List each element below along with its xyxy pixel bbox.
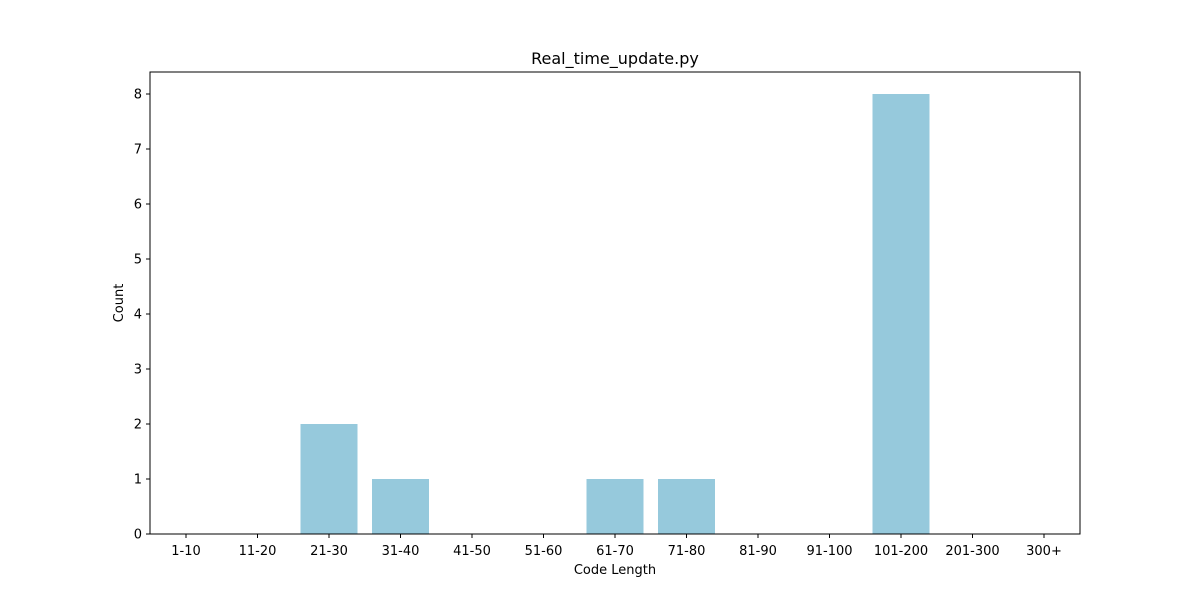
x-tick-label: 91-100 [806, 544, 852, 559]
x-axis-label: Code Length [574, 563, 656, 578]
bar-31-40 [372, 479, 429, 534]
x-tick-label: 71-80 [668, 544, 706, 559]
bar-101-200 [872, 94, 930, 534]
y-tick-label: 8 [134, 88, 142, 103]
x-tick-label: 21-30 [310, 544, 348, 559]
chart-title: Real_time_update.py [531, 49, 699, 69]
y-tick-label: 1 [134, 473, 142, 488]
y-tick-label: 7 [134, 143, 142, 158]
y-tick-label: 6 [134, 198, 142, 213]
x-tick-label: 101-200 [874, 544, 928, 559]
y-tick-label: 5 [134, 253, 142, 268]
x-axis: 1-10 11-20 21-30 31-40 41-50 51-60 61-70 71-80 8… [171, 534, 1062, 559]
x-tick-label: 61-70 [596, 544, 634, 559]
y-tick-label: 2 [134, 418, 142, 433]
x-tick-label: 31-40 [382, 544, 420, 559]
bar-71-80 [658, 479, 715, 534]
x-tick-label: 300+ [1026, 544, 1062, 559]
x-tick-label: 11-20 [239, 544, 277, 559]
y-axis: 0 1 2 3 4 5 6 7 8 [134, 88, 150, 543]
y-tick-label: 0 [134, 528, 142, 543]
x-tick-label: 41-50 [453, 544, 491, 559]
plot-frame [149, 71, 1081, 535]
x-tick-label: 51-60 [525, 544, 563, 559]
x-tick-label: 1-10 [171, 544, 201, 559]
x-tick-label: 201-300 [945, 544, 999, 559]
y-tick-label: 3 [134, 363, 142, 378]
bar-61-70 [586, 479, 644, 534]
x-tick-label: 81-90 [739, 544, 777, 559]
bar-21-30 [300, 424, 358, 534]
y-tick-label: 4 [134, 308, 142, 323]
bars-group [300, 94, 930, 534]
y-axis-label: Count [112, 284, 127, 323]
